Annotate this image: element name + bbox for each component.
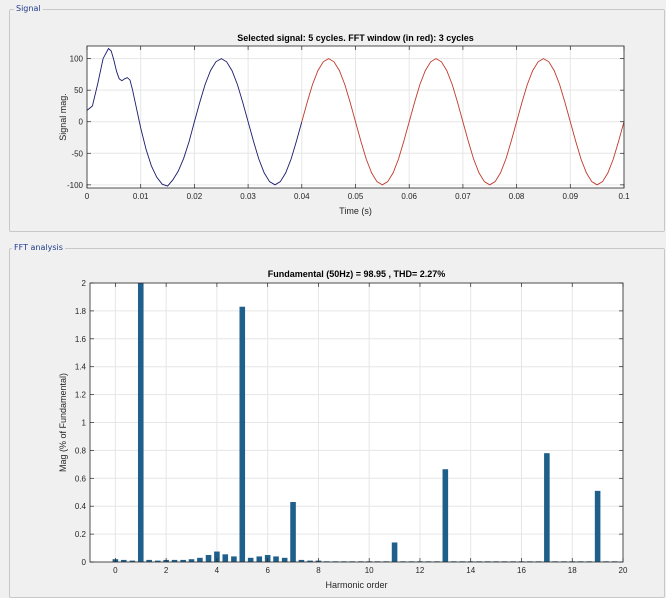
signal-chart-title: Selected signal: 5 cycles. FFT window (i… [237, 33, 474, 43]
y-tick-label: -50 [71, 149, 83, 158]
fft-analysis-panel-title: FFT analysis [12, 243, 65, 252]
signal-series-line-0 [86, 47, 303, 187]
y-tick-label: 0.4 [75, 502, 87, 511]
fft-bar [129, 560, 136, 562]
fft-bar [391, 542, 398, 562]
x-tick-label: 0.02 [187, 192, 203, 201]
fft-bar [256, 556, 263, 562]
y-tick-label: 0 [79, 118, 84, 127]
x-tick-label: 0.03 [240, 192, 256, 201]
x-tick-label: 12 [415, 566, 424, 575]
fft-x-axis-label: Harmonic order [325, 580, 387, 590]
fft-bar [120, 559, 127, 562]
fft-bar [146, 559, 152, 562]
x-tick-label: 10 [365, 566, 374, 575]
fft-bar [442, 469, 449, 562]
fft-y-axis-label: Mag (% of Fundamental) [58, 373, 68, 472]
y-tick-label: 0.2 [75, 530, 87, 539]
fft-bar [544, 453, 550, 562]
fft-bar [247, 557, 254, 562]
y-tick-label: 1.4 [75, 363, 87, 372]
fft-bar [137, 283, 144, 562]
y-tick-label: 1.6 [75, 335, 87, 344]
x-tick-label: 0.1 [618, 192, 630, 201]
signal-chart: 0 0.01 0.02 0.03 0.04 0.05 0.06 0.07 0.08 0.09 0.1… [58, 33, 630, 216]
x-tick-label: 14 [466, 566, 475, 575]
y-tick-label: -100 [67, 181, 84, 190]
fft-bar [197, 557, 203, 562]
x-tick-label: 8 [316, 566, 321, 575]
fft-bar [281, 557, 288, 562]
x-tick-label: 0 [85, 192, 90, 201]
fft-bar [594, 490, 601, 562]
x-tick-label: 0.08 [509, 192, 525, 201]
fft-bar [239, 306, 246, 562]
x-tick-label: 0.07 [455, 192, 471, 201]
x-tick-label: 2 [164, 566, 169, 575]
x-tick-label: 0 [113, 566, 118, 575]
y-tick-label: 2 [82, 279, 87, 288]
x-tick-label: 18 [568, 566, 577, 575]
y-tick-label: 1.2 [75, 391, 87, 400]
fft-bar [298, 559, 305, 562]
y-tick-label: 50 [74, 86, 83, 95]
fft-bar [231, 556, 237, 562]
fft-bar [180, 559, 186, 562]
y-tick-label: 0 [82, 558, 87, 567]
x-tick-label: 0.01 [133, 192, 149, 201]
x-tick-label: 20 [619, 566, 628, 575]
fft-bar [214, 551, 220, 562]
y-tick-label: 100 [70, 55, 84, 64]
x-tick-label: 6 [265, 566, 270, 575]
fft-bar [205, 555, 212, 562]
y-tick-label: 1.8 [75, 307, 87, 316]
signal-x-axis-label: Time (s) [339, 206, 372, 216]
fft-bar [154, 560, 161, 562]
fft-chart-title: Fundamental (50Hz) = 98.95 , THD= 2.27% [268, 269, 446, 279]
signal-series-line-1 [301, 58, 625, 186]
x-tick-label: 4 [215, 566, 220, 575]
x-tick-label: 0.05 [348, 192, 364, 201]
y-tick-label: 0.6 [75, 474, 87, 483]
fft-bar [188, 559, 195, 562]
signal-y-axis-label: Signal mag. [58, 93, 68, 141]
signal-panel-title: Signal [14, 4, 43, 13]
fft-bar [290, 502, 296, 562]
fft-bar [171, 559, 178, 562]
x-tick-label: 0.04 [294, 192, 310, 201]
y-tick-label: 0.8 [75, 446, 87, 455]
x-tick-label: 16 [517, 566, 526, 575]
y-tick-label: 1 [82, 419, 87, 428]
x-tick-label: 0.09 [563, 192, 579, 201]
x-tick-label: 0.06 [401, 192, 417, 201]
fft-bar [222, 554, 229, 562]
fft-bar [273, 556, 279, 562]
fft-bar [307, 560, 313, 562]
